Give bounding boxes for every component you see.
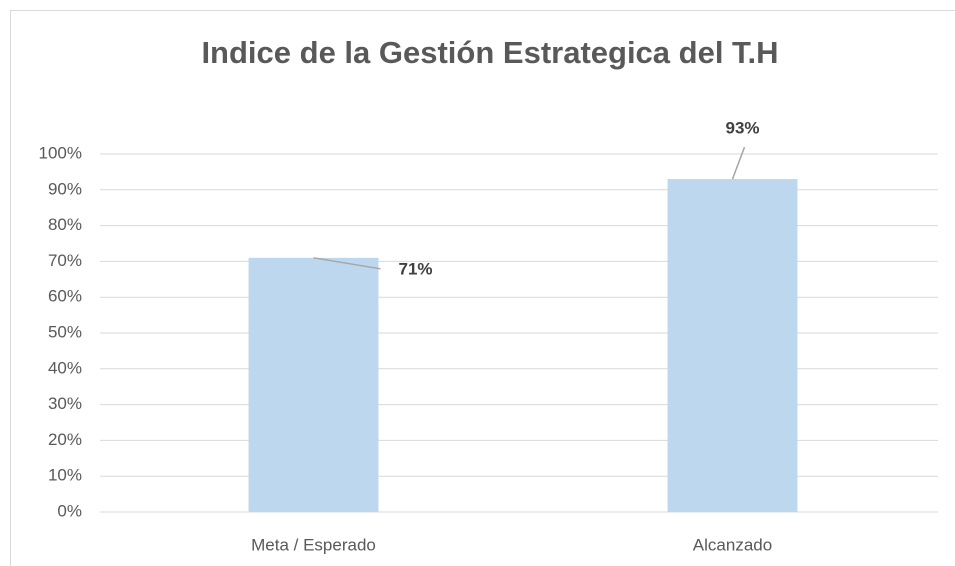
x-tick-label: Meta / Esperado xyxy=(251,535,376,554)
leader-line xyxy=(313,257,381,270)
y-tick-label: 50% xyxy=(48,322,82,341)
chart-border xyxy=(10,10,955,566)
y-tick-label: 40% xyxy=(48,358,82,377)
data-label: 71% xyxy=(398,259,432,278)
y-tick-label: 70% xyxy=(48,251,82,270)
x-tick-label: Alcanzado xyxy=(693,535,772,554)
y-tick-label: 80% xyxy=(48,215,82,234)
bar xyxy=(248,257,379,512)
y-tick-label: 20% xyxy=(48,430,82,449)
y-tick-label: 60% xyxy=(48,287,82,306)
chart-title: Indice de la Gestión Estrategica del T.H xyxy=(201,35,778,70)
data-label: 93% xyxy=(725,119,759,138)
y-tick-label: 10% xyxy=(48,466,82,485)
y-tick-label: 90% xyxy=(48,179,82,198)
y-tick-label: 30% xyxy=(48,394,82,413)
leader-line xyxy=(731,146,746,180)
bar xyxy=(667,179,798,512)
y-tick-label: 100% xyxy=(39,143,82,162)
y-tick-label: 0% xyxy=(57,501,82,520)
